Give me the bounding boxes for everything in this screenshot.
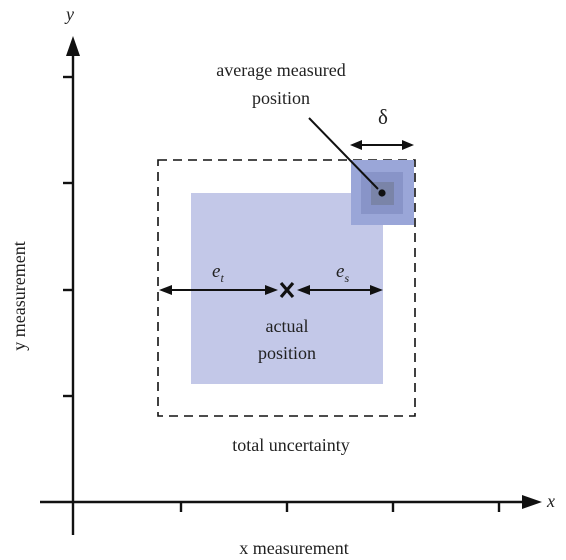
x-axis <box>40 495 542 512</box>
y-axis-arrowhead <box>66 36 80 56</box>
x-axis-symbol: x <box>546 491 555 511</box>
delta-arrow <box>350 140 414 150</box>
y-axis-label: y measurement <box>9 241 29 350</box>
delta-label: δ <box>378 105 388 129</box>
total-uncertainty-label: total uncertainty <box>232 435 349 455</box>
average-measured-leader-line <box>309 118 378 189</box>
e-s-subscript: s <box>344 271 349 285</box>
average-measured-label-line1: average measured <box>216 60 345 80</box>
x-axis-arrowhead <box>522 495 542 509</box>
actual-position-label-line1: actual <box>266 316 309 336</box>
y-axis <box>63 36 80 535</box>
measured-point-dot <box>378 189 385 196</box>
e-s-base: e <box>336 261 344 282</box>
y-axis-symbol: y <box>64 4 74 24</box>
e-t-base: e <box>212 261 220 282</box>
actual-position-label-line2: position <box>258 343 316 363</box>
average-measured-label-line2: position <box>252 88 310 108</box>
x-axis-label: x measurement <box>239 538 348 558</box>
